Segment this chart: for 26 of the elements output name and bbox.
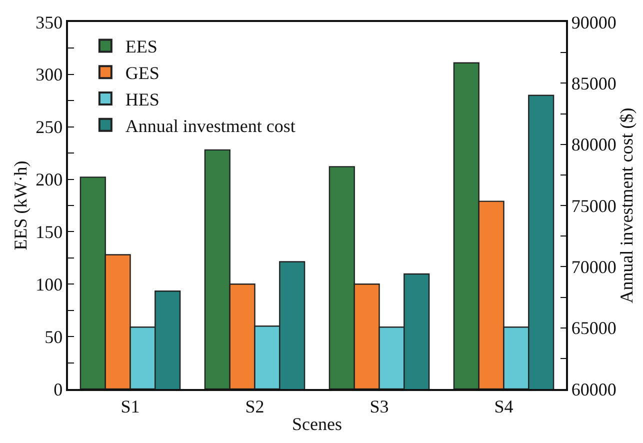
x-tick-label: S2	[245, 396, 264, 416]
x-tick-label: S4	[494, 396, 514, 416]
y2-tick-label: 85000	[571, 73, 616, 94]
y-tick-label: 0	[54, 379, 63, 400]
y2-tick-label: 70000	[571, 256, 616, 277]
legend-label: EES	[125, 36, 158, 57]
y2-tick-label: 90000	[571, 12, 616, 32]
x-tick-label: S1	[120, 396, 140, 416]
y-tick-label: 200	[36, 170, 63, 190]
y-tick-label: 150	[36, 222, 63, 242]
y-tick-label: 50	[44, 326, 63, 347]
y2-tick-label: 60000	[571, 379, 616, 400]
y2-tick-label: 75000	[571, 196, 616, 216]
x-axis-title: Scenes	[292, 414, 342, 434]
y-tick-label: 300	[36, 64, 63, 85]
y2-axis-title: Annual investment cost ($)	[616, 108, 636, 304]
y-axis-title: EES (kW·h)	[10, 160, 30, 250]
y-tick-label: 350	[36, 12, 63, 32]
legend-label: GES	[125, 63, 160, 84]
x-tick-label: S3	[370, 396, 389, 416]
legend-label: Annual investment cost	[125, 116, 296, 136]
y-tick-label: 100	[36, 274, 63, 294]
y2-tick-label: 65000	[571, 318, 616, 338]
y-tick-label: 250	[36, 117, 63, 138]
y2-tick-label: 80000	[571, 134, 616, 155]
legend-label: HES	[125, 90, 160, 110]
